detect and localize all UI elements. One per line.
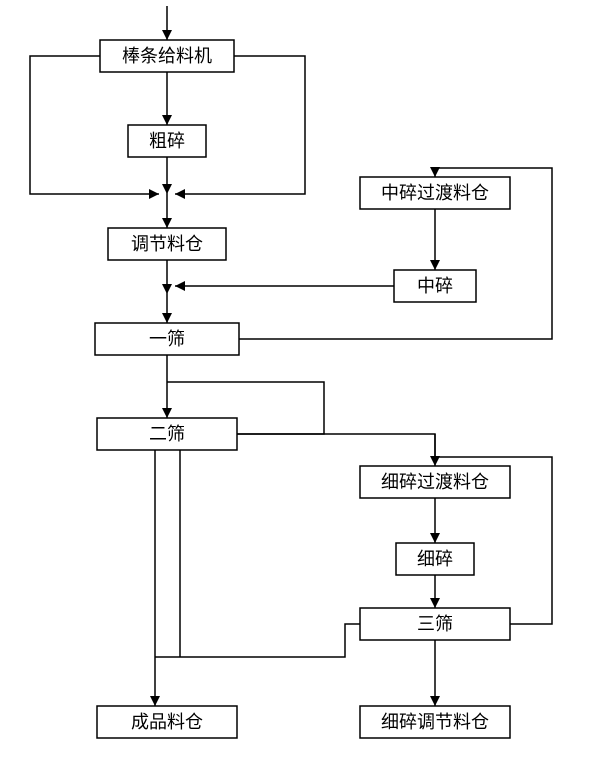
node-label-screen2: 二筛 bbox=[149, 424, 185, 444]
node-mid_hopper: 中碎过渡料仓 bbox=[360, 177, 510, 209]
arrowhead bbox=[162, 30, 172, 40]
edge-screen3-back_screen2 bbox=[435, 434, 552, 624]
arrowhead bbox=[162, 408, 172, 418]
arrowhead bbox=[150, 696, 160, 706]
node-coarse: 粗碎 bbox=[128, 125, 206, 157]
arrowhead bbox=[162, 284, 172, 294]
node-feeder: 棒条给料机 bbox=[100, 40, 234, 72]
node-label-reg_hopper: 调节料仓 bbox=[131, 234, 203, 254]
node-mid_crush: 中碎 bbox=[394, 270, 476, 302]
arrowhead bbox=[430, 533, 440, 543]
node-label-fine_hopper: 细碎过渡料仓 bbox=[381, 472, 489, 492]
arrowhead bbox=[430, 598, 440, 608]
node-screen1: 一筛 bbox=[95, 323, 239, 355]
node-screen2: 二筛 bbox=[97, 418, 237, 450]
arrowhead bbox=[430, 696, 440, 706]
node-label-coarse: 粗碎 bbox=[149, 131, 185, 151]
edge-screen3-trunk bbox=[155, 624, 360, 657]
node-reg_hopper: 调节料仓 bbox=[108, 228, 226, 260]
node-label-feeder: 棒条给料机 bbox=[122, 46, 212, 66]
arrowhead bbox=[162, 115, 172, 125]
node-fine_hopper: 细碎过渡料仓 bbox=[360, 466, 510, 498]
arrowhead bbox=[162, 218, 172, 228]
node-fine_crush: 细碎 bbox=[396, 543, 474, 575]
node-label-mid_crush: 中碎 bbox=[417, 276, 453, 296]
arrowhead bbox=[175, 189, 185, 199]
node-screen3: 三筛 bbox=[360, 608, 510, 640]
node-label-fine_reg: 细碎调节料仓 bbox=[381, 712, 489, 732]
arrowhead bbox=[149, 189, 159, 199]
arrowhead bbox=[162, 184, 172, 194]
arrowhead bbox=[430, 167, 440, 177]
node-product: 成品料仓 bbox=[97, 706, 237, 738]
arrowhead bbox=[175, 281, 185, 291]
arrowhead bbox=[162, 313, 172, 323]
node-label-mid_hopper: 中碎过渡料仓 bbox=[381, 183, 489, 203]
node-fine_reg: 细碎调节料仓 bbox=[360, 706, 510, 738]
node-label-screen3: 三筛 bbox=[417, 614, 453, 634]
edge-screen2-fine_hopper bbox=[237, 434, 435, 466]
node-label-fine_crush: 细碎 bbox=[417, 549, 453, 569]
arrowhead bbox=[430, 260, 440, 270]
node-label-screen1: 一筛 bbox=[149, 329, 185, 349]
node-label-product: 成品料仓 bbox=[131, 712, 203, 732]
